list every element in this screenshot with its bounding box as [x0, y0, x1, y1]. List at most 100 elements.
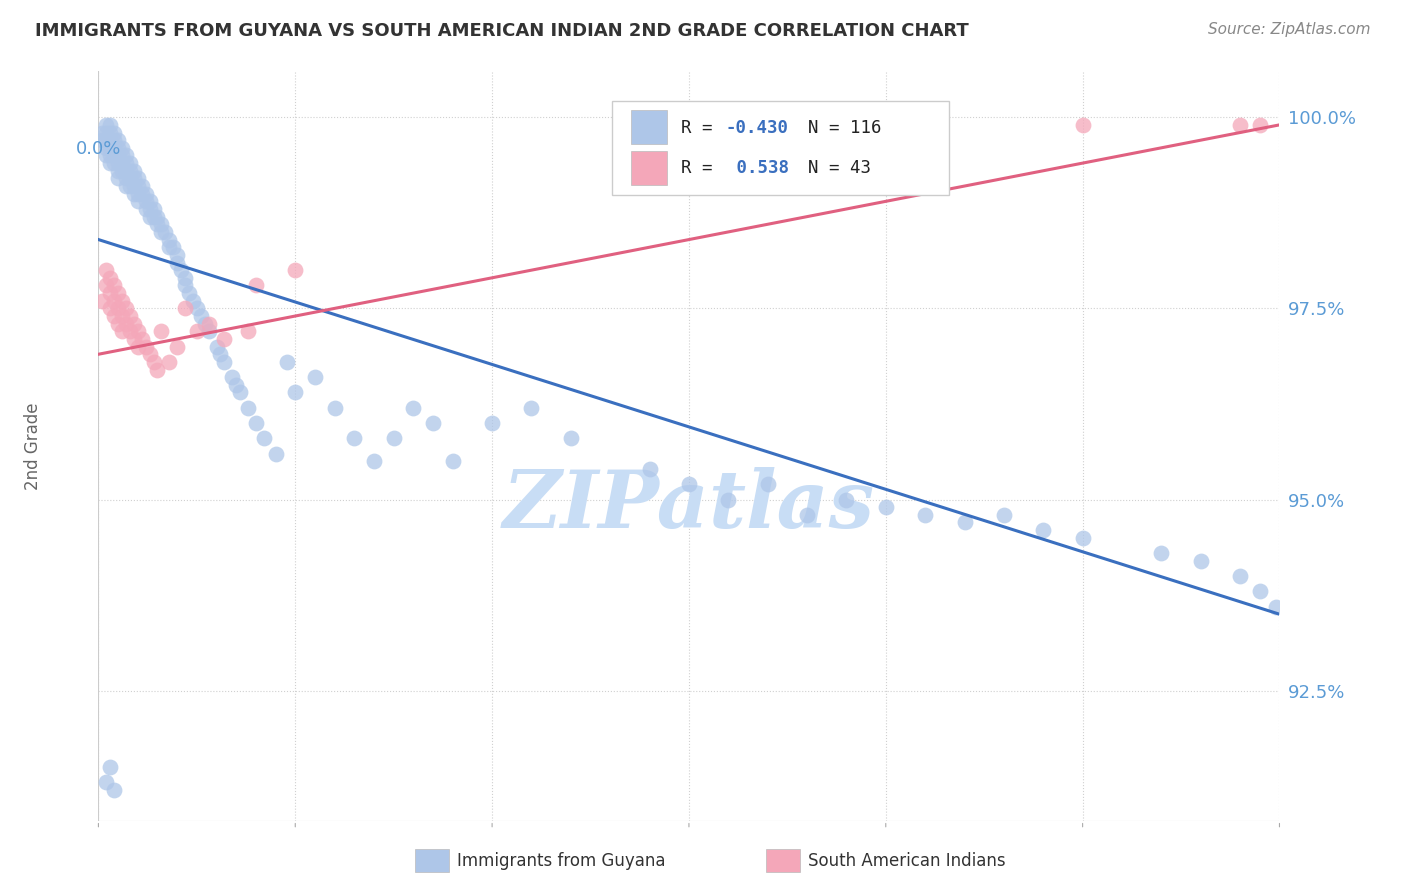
- Point: [91, 133, 114, 147]
- Point: [402, 401, 425, 415]
- Point: [875, 500, 897, 515]
- Point: [953, 516, 976, 530]
- Point: [98, 156, 121, 170]
- Point: [678, 118, 700, 132]
- Point: [127, 179, 149, 194]
- Point: [107, 317, 129, 331]
- Point: [122, 186, 145, 201]
- Point: [197, 317, 219, 331]
- Point: [264, 447, 287, 461]
- Point: [142, 210, 165, 224]
- Point: [96, 278, 118, 293]
- Point: [135, 340, 157, 354]
- Point: [138, 202, 160, 216]
- Point: [1249, 584, 1271, 599]
- Point: [103, 278, 125, 293]
- Point: [1150, 546, 1173, 560]
- Point: [122, 317, 145, 331]
- Point: [181, 293, 204, 308]
- Point: [146, 217, 169, 231]
- FancyBboxPatch shape: [631, 111, 666, 144]
- Point: [98, 118, 121, 132]
- Point: [107, 301, 129, 316]
- Point: [363, 454, 385, 468]
- Point: [162, 240, 184, 254]
- Point: [481, 416, 503, 430]
- Text: Immigrants from Guyana: Immigrants from Guyana: [457, 852, 665, 870]
- Point: [186, 301, 208, 316]
- Point: [103, 148, 125, 162]
- Text: R =: R =: [681, 119, 723, 136]
- Point: [115, 163, 138, 178]
- Point: [236, 401, 259, 415]
- Point: [98, 286, 121, 301]
- Point: [115, 301, 138, 316]
- Point: [138, 194, 160, 209]
- Point: [107, 156, 129, 170]
- Point: [245, 416, 267, 430]
- FancyBboxPatch shape: [612, 102, 949, 195]
- Point: [166, 248, 188, 262]
- Point: [122, 171, 145, 186]
- Point: [111, 156, 134, 170]
- Text: IMMIGRANTS FROM GUYANA VS SOUTH AMERICAN INDIAN 2ND GRADE CORRELATION CHART: IMMIGRANTS FROM GUYANA VS SOUTH AMERICAN…: [35, 22, 969, 40]
- Point: [98, 133, 121, 147]
- Point: [756, 477, 779, 491]
- Point: [1032, 523, 1054, 537]
- Point: [138, 210, 160, 224]
- Text: N = 116: N = 116: [808, 119, 882, 136]
- Point: [1071, 118, 1094, 132]
- Point: [150, 324, 173, 338]
- Point: [323, 401, 346, 415]
- Point: [284, 385, 307, 400]
- Point: [229, 385, 252, 400]
- Point: [225, 377, 247, 392]
- Point: [122, 179, 145, 194]
- Point: [142, 355, 165, 369]
- Point: [914, 508, 936, 522]
- FancyBboxPatch shape: [631, 151, 666, 185]
- Point: [96, 133, 118, 147]
- Point: [138, 347, 160, 361]
- Point: [111, 324, 134, 338]
- Point: [122, 332, 145, 346]
- Point: [115, 156, 138, 170]
- Point: [276, 355, 298, 369]
- Point: [174, 270, 197, 285]
- Point: [111, 293, 134, 308]
- Point: [96, 118, 118, 132]
- Point: [1229, 569, 1251, 583]
- Point: [96, 775, 118, 789]
- Point: [96, 263, 118, 277]
- Point: [146, 210, 169, 224]
- Point: [98, 270, 121, 285]
- Point: [118, 309, 141, 323]
- Point: [1249, 118, 1271, 132]
- Point: [209, 347, 232, 361]
- Point: [796, 508, 818, 522]
- Point: [98, 760, 121, 774]
- Point: [157, 240, 180, 254]
- Text: R =: R =: [681, 159, 733, 177]
- Point: [107, 133, 129, 147]
- Point: [1229, 118, 1251, 132]
- Point: [107, 286, 129, 301]
- Point: [103, 293, 125, 308]
- Point: [150, 217, 173, 231]
- Point: [98, 301, 121, 316]
- Point: [382, 431, 405, 445]
- Point: [118, 324, 141, 338]
- Point: [177, 286, 200, 301]
- Text: -0.430: -0.430: [725, 119, 789, 136]
- Point: [214, 355, 236, 369]
- Text: ZIPatlas: ZIPatlas: [503, 467, 875, 545]
- Text: 0.0%: 0.0%: [76, 140, 121, 158]
- Point: [96, 126, 118, 140]
- Point: [717, 492, 740, 507]
- Text: 0.538: 0.538: [725, 159, 789, 177]
- Point: [422, 416, 444, 430]
- Point: [520, 401, 543, 415]
- Point: [166, 340, 188, 354]
- Point: [127, 186, 149, 201]
- Point: [115, 179, 138, 194]
